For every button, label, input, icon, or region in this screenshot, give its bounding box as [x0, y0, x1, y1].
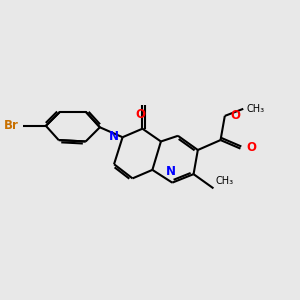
Text: N: N: [109, 130, 119, 142]
Text: O: O: [135, 108, 145, 121]
Text: CH₃: CH₃: [216, 176, 234, 186]
Text: CH₃: CH₃: [247, 104, 265, 114]
Text: N: N: [166, 165, 176, 178]
Text: O: O: [246, 141, 256, 154]
Text: Br: Br: [4, 119, 19, 132]
Text: O: O: [230, 110, 241, 122]
